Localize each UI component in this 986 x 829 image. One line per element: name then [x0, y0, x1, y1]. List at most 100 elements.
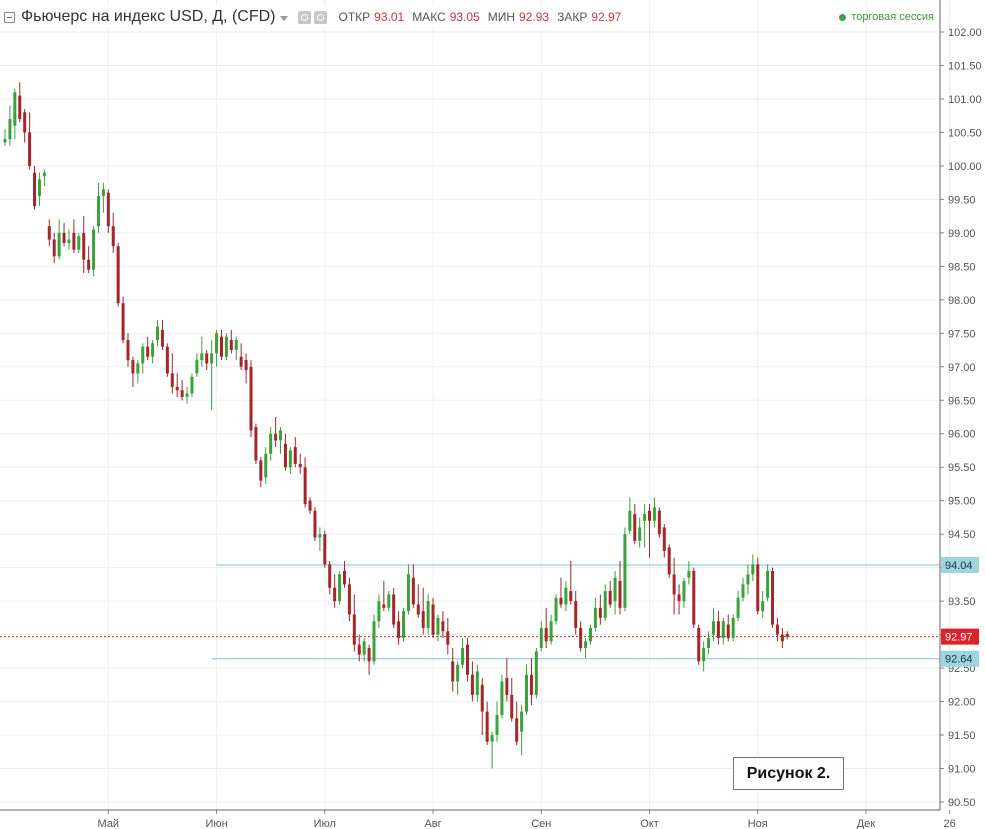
candle-body: [372, 621, 376, 662]
candle: [446, 617, 450, 655]
candle-body: [82, 232, 86, 260]
candle-body: [692, 571, 696, 625]
candle: [205, 350, 209, 371]
candle-body: [451, 661, 455, 682]
candle-body: [672, 574, 676, 595]
candle-body: [96, 196, 100, 227]
candle-body: [687, 571, 691, 578]
price-level-tag: [941, 650, 979, 667]
candle: [77, 232, 81, 253]
candle: [756, 557, 760, 615]
candle: [638, 517, 642, 548]
candle-body: [638, 527, 642, 541]
candle-body: [465, 644, 469, 675]
candle-body: [101, 189, 105, 197]
candle-body: [338, 574, 342, 602]
candle: [342, 560, 346, 588]
candle: [392, 587, 396, 628]
price-level-tag-label: 94.04: [945, 560, 973, 572]
candle: [87, 246, 91, 274]
candle: [318, 527, 322, 551]
close-value: 92.97: [591, 10, 622, 24]
candle-body: [721, 621, 725, 638]
candle-body: [775, 624, 779, 635]
session-label: торговая сессия: [851, 11, 934, 23]
candle: [136, 360, 140, 384]
candle-body: [608, 591, 612, 605]
candle: [190, 373, 194, 397]
y-tick-label: 99.50: [948, 194, 976, 206]
candle-body: [298, 463, 302, 468]
collapse-icon[interactable]: [4, 11, 15, 23]
visibility-icon[interactable]: [314, 10, 328, 24]
candle-body: [180, 390, 184, 397]
candle: [520, 704, 524, 756]
y-tick-label: 95.50: [948, 462, 976, 474]
y-tick-label: 100.50: [948, 127, 982, 139]
candle-body: [175, 386, 179, 391]
x-tick-label: 26: [944, 818, 956, 829]
candle: [697, 624, 701, 665]
candle-body: [387, 594, 391, 608]
candle: [775, 617, 779, 642]
grid: [0, 0, 951, 810]
candle: [254, 423, 258, 464]
candle: [692, 567, 696, 628]
symbol-title[interactable]: Фьючерс на индекс USD, Д, (CFD): [21, 8, 276, 25]
candle-body: [146, 346, 150, 357]
candle: [618, 560, 622, 615]
candle-body: [254, 427, 258, 461]
candle: [529, 658, 533, 705]
candle: [57, 219, 61, 260]
chart-header: Фьючерс на индекс USD, Д, (CFD) ОТКР 93.…: [4, 6, 626, 28]
candle: [33, 165, 37, 210]
candle: [170, 353, 174, 394]
chevron-down-icon[interactable]: [280, 15, 289, 21]
candle: [333, 574, 337, 608]
candle-body: [28, 132, 32, 166]
candle: [402, 607, 406, 642]
candle-body: [219, 336, 223, 357]
candle-body: [72, 232, 76, 250]
price-level-tag-label: 92.64: [945, 654, 973, 666]
candle-body: [274, 433, 278, 441]
candle: [367, 644, 371, 675]
candle-body: [131, 360, 135, 374]
y-tick-label: 91.50: [948, 730, 976, 742]
candle-body: [382, 604, 386, 608]
candle-body: [328, 564, 332, 588]
candle-body: [313, 510, 317, 538]
y-tick-label: 96.00: [948, 429, 976, 441]
candle-body: [697, 627, 701, 662]
candle-body: [485, 711, 489, 742]
candle: [338, 571, 342, 605]
settings-icon[interactable]: [298, 10, 312, 24]
candle: [667, 544, 671, 578]
y-tick-label: 101.00: [948, 94, 982, 106]
candle-body: [357, 644, 361, 655]
y-tick-label: 97.50: [948, 328, 976, 340]
candle: [42, 169, 46, 186]
x-tick-label: Дек: [857, 818, 876, 829]
candle: [357, 634, 361, 662]
candle-body: [505, 678, 509, 695]
candle: [564, 581, 568, 612]
y-tick-label: 98.50: [948, 261, 976, 273]
candle: [82, 216, 86, 274]
candle: [308, 497, 312, 515]
candle-body: [215, 333, 219, 354]
candle-body: [593, 607, 597, 628]
candle: [347, 577, 351, 622]
y-tick-label: 92.00: [948, 697, 976, 709]
candle: [101, 182, 105, 213]
candle-body: [667, 547, 671, 575]
candle: [156, 319, 160, 347]
candle-body: [308, 500, 312, 511]
candle: [234, 336, 238, 361]
candle: [579, 621, 583, 652]
candle-body: [185, 393, 189, 397]
candle: [500, 674, 504, 719]
candle: [165, 343, 169, 377]
